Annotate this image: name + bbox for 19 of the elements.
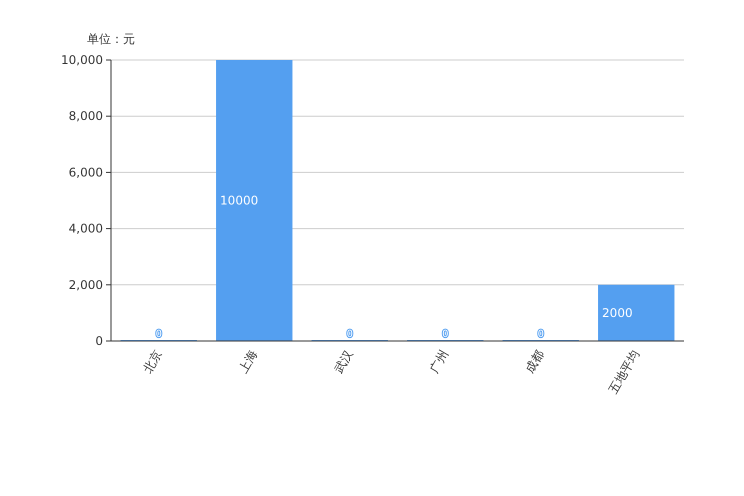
x-tick-label: 广州 <box>427 348 452 376</box>
x-tick-label: 武汉 <box>332 348 356 376</box>
y-tick-label: 2,000 <box>68 278 103 292</box>
y-tick-label: 0 <box>95 334 103 348</box>
x-tick-label: 成都 <box>522 348 547 376</box>
data-label: 0 <box>156 329 162 340</box>
y-tick-label: 10,000 <box>61 53 103 67</box>
data-label: 10000 <box>220 194 258 208</box>
x-tick-label: 上海 <box>236 348 260 376</box>
x-tick-label: 北京 <box>140 348 165 376</box>
y-tick-label: 4,000 <box>68 222 103 236</box>
data-label: 0 <box>346 329 353 340</box>
data-label: 0 <box>538 329 544 340</box>
data-label: 0 <box>442 329 448 340</box>
data-label: 2000 <box>602 306 633 320</box>
y-tick-label: 6,000 <box>68 165 103 180</box>
y-tick-label: 8,000 <box>68 109 103 124</box>
x-tick-label: 五地平均 <box>606 348 642 396</box>
y-axis-title: 单位：元 <box>87 32 135 46</box>
